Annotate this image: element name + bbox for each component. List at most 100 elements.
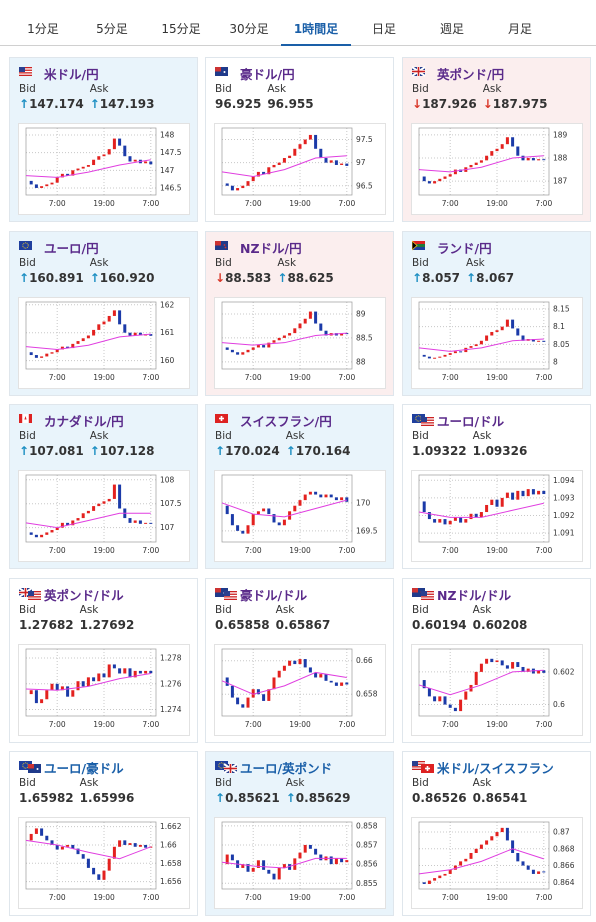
rate-card[interactable]: 英ポンド/円 Bid Ask ↓187.926 ↓187.975 187 188 189 7:0…: [402, 57, 591, 222]
rate-card[interactable]: スイスフラン/円 Bid Ask ↑170.024 ↑170.164 169.5 170 7:…: [205, 404, 394, 569]
flag: [215, 588, 237, 600]
candle: [334, 682, 338, 686]
rate-card[interactable]: 英ポンド/ドル Bid Ask 1.27682 1.27692 1.274 1.276 1.2…: [9, 578, 198, 743]
candle: [479, 340, 483, 345]
trend-arrow: ↑: [215, 791, 226, 805]
candle: [464, 691, 468, 700]
rate-card[interactable]: ユーロ/豪ドル Bid Ask 1.65982 1.65996 1.656 1.658 1.6…: [9, 751, 198, 916]
pair-title[interactable]: スイスフラン/円: [240, 414, 332, 429]
flag-gb: [223, 763, 238, 774]
pair-title[interactable]: ランド/円: [437, 241, 492, 256]
rate-card[interactable]: NZドル/ドル Bid Ask 0.60194 0.60208 0.6 0.602 7:00 1…: [402, 578, 591, 743]
candle: [144, 844, 148, 848]
rate-card[interactable]: 豪ドル/ドル Bid Ask 0.65858 0.65867 0.658 0.66 7:00 1…: [205, 578, 394, 743]
candle: [277, 867, 281, 880]
candle: [433, 357, 437, 359]
candle: [303, 659, 307, 668]
pair-title[interactable]: ユーロ/円: [44, 241, 99, 256]
x-tick-label: 7:00: [245, 720, 262, 729]
plot-frame: [418, 474, 550, 543]
ask-price: 8.067: [476, 271, 515, 285]
ask-value: 1.27692: [80, 618, 135, 632]
candle: [81, 854, 85, 859]
trend-arrow: ↑: [466, 271, 477, 285]
rate-card[interactable]: ユーロ/ドル Bid Ask 1.09322 1.09326 1.091 1.092 1.09…: [402, 404, 591, 569]
flag: [19, 67, 32, 76]
tab[interactable]: 月足: [507, 22, 532, 36]
pair-title[interactable]: 豪ドル/円: [240, 67, 295, 82]
ask-price: 96.955: [267, 97, 314, 111]
pair-title[interactable]: NZドル/ドル: [437, 588, 512, 603]
rate-card[interactable]: ユーロ/英ポンド Bid Ask ↑0.85621 ↑0.85629 0.855 0.856…: [205, 751, 394, 916]
pair-title[interactable]: 英ポンド/ドル: [44, 588, 124, 603]
candle: [230, 349, 234, 353]
flag: [19, 414, 32, 423]
pair-title[interactable]: ユーロ/英ポンド: [240, 761, 333, 776]
rate-card[interactable]: NZドル/円 Bid Ask ↓88.583 ↑88.625 88 88.5 89 7:00 19…: [205, 231, 394, 396]
y-tick-label: 96.5: [356, 181, 373, 190]
moving-average: [418, 338, 544, 352]
pair-title[interactable]: NZドル/円: [240, 241, 302, 256]
rate-card[interactable]: カナダドル/円 Bid Ask ↑107.081 ↑107.128 107 107.5 108…: [9, 404, 198, 569]
candle: [422, 176, 426, 182]
candle: [50, 530, 54, 533]
tab[interactable]: 日足: [371, 22, 396, 36]
candle: [102, 154, 106, 157]
pair-title[interactable]: 英ポンド/円: [437, 67, 505, 82]
y-tick-label: 108: [160, 475, 175, 484]
x-tick-label: 7:00: [245, 546, 262, 555]
x-tick-label: 7:00: [142, 720, 159, 729]
candle: [453, 707, 457, 712]
candle: [86, 858, 90, 868]
pair-title[interactable]: カナダドル/円: [44, 414, 124, 429]
candle: [469, 346, 473, 348]
candle: [505, 137, 509, 145]
x-tick-label: 19:00: [93, 546, 115, 555]
pair-title[interactable]: ユーロ/ドル: [437, 414, 505, 429]
rate-card[interactable]: ユーロ/円 Bid Ask ↑160.891 ↑160.920 160 161 162 7:00…: [9, 231, 198, 396]
candle: [267, 508, 271, 515]
candle: [537, 871, 541, 874]
candle: [45, 353, 49, 357]
pair-title[interactable]: 米ドル/円: [44, 67, 99, 82]
rate-card[interactable]: 米ドル/円 Bid Ask ↑147.174 ↑147.193 146.5 147 147.5…: [9, 57, 198, 222]
candle: [123, 145, 127, 157]
mini-chart: 187 188 189 7:00 19:00 7:00: [411, 123, 583, 215]
candle: [92, 329, 96, 336]
bid-value: ↑170.024: [215, 444, 280, 458]
tab[interactable]: 5分足: [96, 22, 128, 36]
candle: [40, 356, 44, 358]
candle: [319, 674, 323, 678]
candle: [45, 184, 49, 187]
candle: [345, 163, 349, 166]
candle: [329, 680, 333, 683]
tab[interactable]: 1時間足: [281, 0, 351, 46]
bid-value: ↓88.583: [215, 271, 271, 285]
tab[interactable]: 30分足: [229, 22, 269, 36]
x-tick-label: 7:00: [49, 199, 66, 208]
candle: [521, 861, 525, 866]
trend-arrow: ↑: [19, 444, 30, 458]
x-tick-label: 7:00: [245, 199, 262, 208]
pair-title[interactable]: ユーロ/豪ドル: [44, 761, 124, 776]
pair-title[interactable]: 米ドル/スイスフラン: [437, 761, 554, 776]
tab[interactable]: 15分足: [161, 22, 201, 36]
y-tick-label: 1.278: [160, 654, 182, 663]
rate-card[interactable]: 米ドル/スイスフラン Bid Ask 0.86526 0.86541 0.864 0.866…: [402, 751, 591, 916]
candle: [500, 827, 504, 833]
candle: [293, 328, 297, 334]
pair-title[interactable]: 豪ドル/ドル: [240, 588, 308, 603]
candle: [144, 522, 148, 524]
candle: [102, 673, 106, 678]
rate-card[interactable]: ランド/円 Bid Ask ↑8.057 ↑8.067 8 8.05 8.1 8.15 7:00 1…: [402, 231, 591, 396]
tab[interactable]: 週足: [439, 22, 464, 36]
tab[interactable]: 1分足: [27, 22, 59, 36]
ask-value: 1.09326: [473, 444, 528, 458]
bid-price: 147.174: [29, 97, 84, 111]
trend-arrow: ↑: [89, 271, 100, 285]
candle: [288, 864, 292, 870]
rate-card[interactable]: 豪ドル/円 Bid Ask 96.925 96.955 96.5 97 97.5 7:00 19:…: [205, 57, 394, 222]
candle: [443, 176, 447, 179]
chart-bg: [411, 123, 583, 215]
ask-price: 1.65996: [79, 791, 135, 805]
